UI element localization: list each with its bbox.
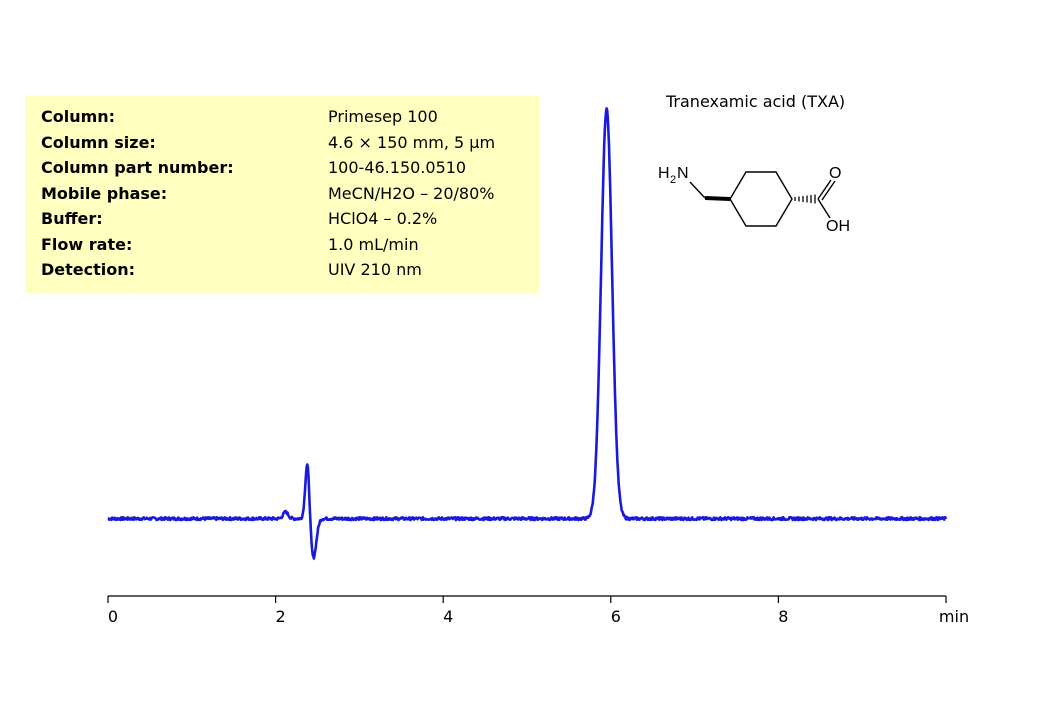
hashed-bond [794, 194, 816, 204]
info-value: 100-46.150.0510 [328, 158, 467, 177]
chromatogram-trace [107, 107, 948, 560]
x-axis: 0 2 4 6 8 min [107, 595, 969, 626]
amine-n-atom: N [677, 165, 689, 182]
info-value: UIV 210 nm [328, 260, 422, 279]
aminomethyl-bond [689, 181, 706, 199]
info-value: MeCN/H2O – 20/80% [328, 183, 495, 203]
x-tick-label: 0 [108, 607, 118, 626]
info-value: Primesep 100 [328, 107, 438, 126]
x-tick-label: 4 [443, 607, 453, 626]
info-label: Column: [41, 107, 116, 126]
chemical-structure: H 2 N O OH [658, 165, 850, 235]
info-label: Column size: [41, 132, 156, 152]
compound-name: Tranexamic acid (TXA) [666, 92, 846, 111]
cyclohexane-ring [729, 171, 793, 227]
info-label: Mobile phase: [41, 183, 168, 203]
wedge-bond [705, 196, 730, 201]
carbonyl-bond-1 [817, 179, 832, 200]
amine-subscript: 2 [670, 174, 676, 186]
x-tick-label: 2 [276, 607, 286, 626]
info-label: Column part number: [41, 158, 234, 177]
carbonyl-o-atom: O [829, 165, 841, 182]
info-value: 1.0 mL/min [328, 234, 419, 254]
info-label: Detection: [41, 260, 136, 279]
hydroxyl-group: OH [826, 218, 850, 235]
info-label: Buffer: [41, 209, 103, 228]
info-value: 4.6 × 150 mm, 5 µm [328, 132, 496, 152]
info-label: Flow rate: [41, 234, 133, 254]
x-tick-label: 6 [611, 607, 621, 626]
method-info-box: Column: Primesep 100 Column size: 4.6 × 150… [25, 96, 539, 293]
amine-h-atom: H [658, 165, 670, 182]
info-value: HClO4 – 0.2% [328, 209, 438, 228]
x-tick-label: 8 [778, 607, 788, 626]
hydroxyl-bond [817, 198, 831, 219]
x-axis-unit-label: min [939, 607, 969, 626]
carbonyl-bond-2 [821, 180, 836, 201]
